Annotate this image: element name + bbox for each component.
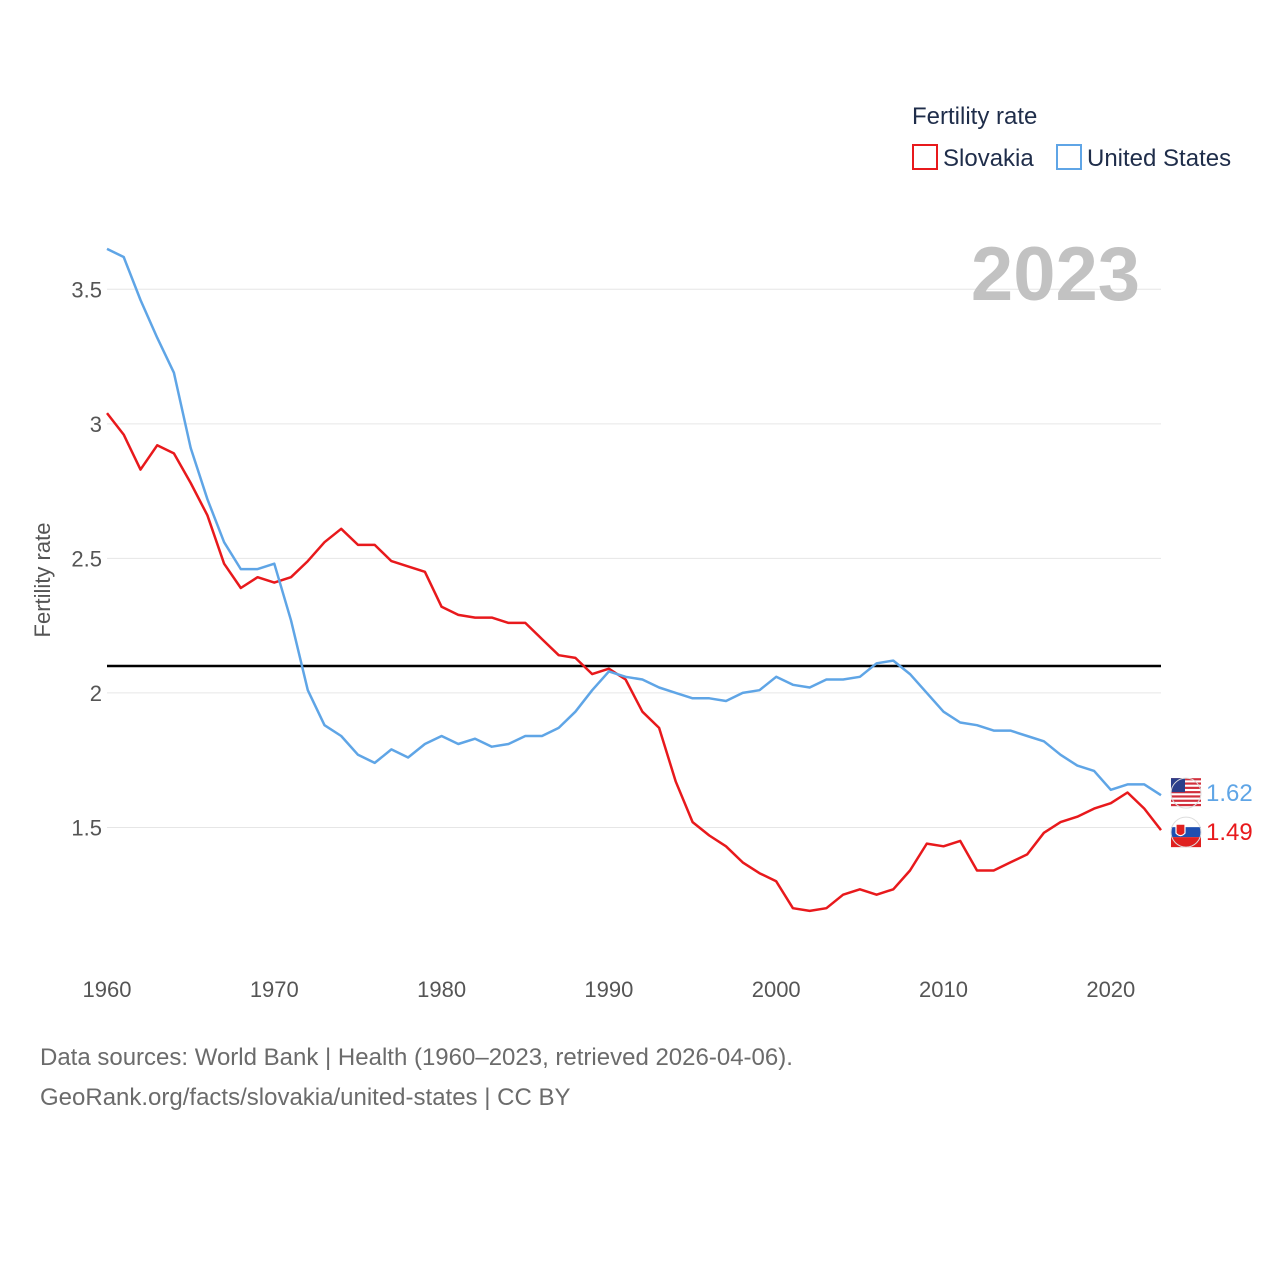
flag-stripe xyxy=(1171,795,1201,798)
end-markers: 1.49 1.62 xyxy=(1170,777,1253,848)
x-tick-label: 2020 xyxy=(1086,977,1135,1002)
y-axis-ticks: 1.5 2 2.5 3 3.5 xyxy=(71,277,102,840)
flag-band-red xyxy=(1171,837,1201,848)
series-line-slovakia xyxy=(106,412,1162,913)
flag-stripe xyxy=(1171,782,1201,785)
legend-label-slovakia[interactable]: Slovakia xyxy=(943,145,1034,172)
year-label: 2023 xyxy=(971,232,1140,317)
end-label-slovakia: 1.49 xyxy=(1206,819,1253,846)
flag-band-white xyxy=(1171,817,1201,828)
x-tick-label: 2010 xyxy=(919,977,968,1002)
x-tick-label: 1990 xyxy=(584,977,633,1002)
y-tick-label: 3.5 xyxy=(71,277,102,302)
footer-source: Data sources: World Bank | Health (1960–… xyxy=(40,1044,793,1071)
grid-lines xyxy=(107,288,1161,828)
flag-ring xyxy=(1170,777,1202,809)
flag-icon-united-states xyxy=(1170,777,1202,809)
flag-canton xyxy=(1171,778,1185,793)
y-tick-label: 2 xyxy=(90,681,102,706)
flag-shield xyxy=(1175,823,1186,837)
legend-swatch-united-states[interactable] xyxy=(1056,144,1082,170)
flag-stripe xyxy=(1171,786,1201,789)
x-tick-label: 1960 xyxy=(83,977,132,1002)
flag-stripe xyxy=(1171,791,1201,794)
y-tick-label: 1.5 xyxy=(71,815,102,840)
end-label-united-states: 1.62 xyxy=(1206,780,1253,807)
legend-title: Fertility rate xyxy=(912,103,1037,130)
x-tick-label: 1980 xyxy=(417,977,466,1002)
flag-stripe xyxy=(1171,778,1201,781)
legend-label-united-states[interactable]: United States xyxy=(1087,145,1231,172)
footer-url[interactable]: GeoRank.org/facts/slovakia/united-states… xyxy=(40,1084,571,1111)
y-tick-label: 2.5 xyxy=(71,546,102,571)
y-axis-label: Fertility rate xyxy=(30,523,55,638)
flag-band-blue xyxy=(1171,827,1201,838)
legend: Fertility rate Slovakia United States xyxy=(912,103,1231,172)
series-lines xyxy=(106,247,1162,913)
flag-ring xyxy=(1170,816,1202,848)
x-tick-label: 1970 xyxy=(250,977,299,1002)
flag-stripe xyxy=(1171,799,1201,802)
x-axis-ticks: 1960 1970 1980 1990 2000 2010 2020 xyxy=(83,977,1136,1002)
flag-stripe xyxy=(1171,803,1201,807)
y-tick-label: 3 xyxy=(90,412,102,437)
flag-icon-slovakia xyxy=(1170,816,1202,848)
legend-swatch-slovakia[interactable] xyxy=(912,144,938,170)
series-line-united-states xyxy=(106,247,1162,797)
x-tick-label: 2000 xyxy=(752,977,801,1002)
